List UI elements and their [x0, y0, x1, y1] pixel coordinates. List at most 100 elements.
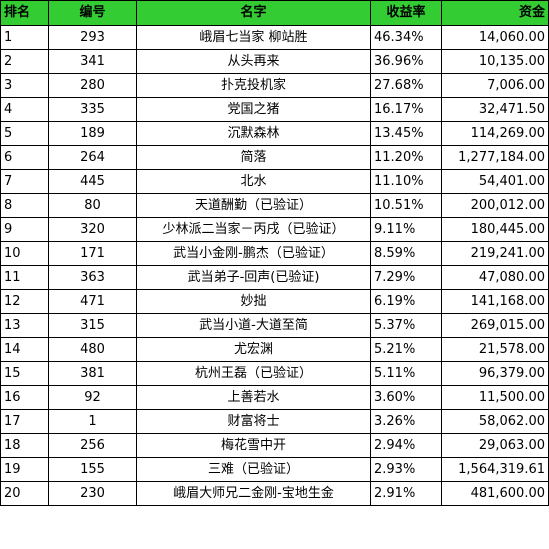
cell-id: 335 — [48, 97, 137, 122]
cell-rank: 4 — [0, 97, 49, 122]
cell-id: 363 — [48, 265, 137, 290]
cell-rate: 16.17% — [370, 97, 442, 122]
cell-rate: 5.21% — [370, 337, 442, 362]
cell-id: 480 — [48, 337, 137, 362]
table-row: 1 293 峨眉七当家 柳站胜 46.34% 14,060.00 — [0, 25, 549, 50]
table-row: 8 80 天道酬勤（已验证） 10.51% 200,012.00 — [0, 193, 549, 218]
cell-rate: 13.45% — [370, 121, 442, 146]
cell-id: 256 — [48, 433, 137, 458]
cell-rank: 5 — [0, 121, 49, 146]
cell-id: 264 — [48, 145, 137, 170]
cell-rate: 5.11% — [370, 361, 442, 386]
cell-name: 北水 — [136, 169, 371, 194]
cell-fund: 180,445.00 — [441, 217, 549, 242]
table-row: 5 189 沉默森林 13.45% 114,269.00 — [0, 121, 549, 146]
cell-id: 280 — [48, 73, 137, 98]
cell-name: 天道酬勤（已验证） — [136, 193, 371, 218]
cell-rate: 11.10% — [370, 169, 442, 194]
cell-fund: 11,500.00 — [441, 385, 549, 410]
cell-rate: 5.37% — [370, 313, 442, 338]
cell-id: 293 — [48, 25, 137, 50]
cell-fund: 54,401.00 — [441, 169, 549, 194]
table-row: 17 1 财富将士 3.26% 58,062.00 — [0, 409, 549, 434]
cell-rate: 11.20% — [370, 145, 442, 170]
cell-rank: 13 — [0, 313, 49, 338]
cell-name: 财富将士 — [136, 409, 371, 434]
header-row: 排名 编号 名字 收益率 资金 — [0, 0, 549, 26]
table-row: 3 280 扑克投机家 27.68% 7,006.00 — [0, 73, 549, 98]
cell-rate: 46.34% — [370, 25, 442, 50]
cell-rate: 27.68% — [370, 73, 442, 98]
cell-id: 471 — [48, 289, 137, 314]
cell-fund: 29,063.00 — [441, 433, 549, 458]
cell-fund: 114,269.00 — [441, 121, 549, 146]
cell-rank: 9 — [0, 217, 49, 242]
cell-fund: 21,578.00 — [441, 337, 549, 362]
cell-id: 341 — [48, 49, 137, 74]
cell-name: 扑克投机家 — [136, 73, 371, 98]
cell-rank: 7 — [0, 169, 49, 194]
table-row: 11 363 武当弟子-回声(已验证) 7.29% 47,080.00 — [0, 265, 549, 290]
cell-rate: 3.26% — [370, 409, 442, 434]
cell-rank: 6 — [0, 145, 49, 170]
cell-rate: 36.96% — [370, 49, 442, 74]
cell-rate: 2.91% — [370, 481, 442, 506]
table-row: 20 230 峨眉大师兄二金刚-宝地生金 2.91% 481,600.00 — [0, 481, 549, 506]
cell-name: 尤宏渊 — [136, 337, 371, 362]
cell-id: 230 — [48, 481, 137, 506]
cell-rank: 8 — [0, 193, 49, 218]
cell-rate: 2.93% — [370, 457, 442, 482]
cell-id: 381 — [48, 361, 137, 386]
cell-fund: 200,012.00 — [441, 193, 549, 218]
cell-rank: 17 — [0, 409, 49, 434]
cell-rank: 18 — [0, 433, 49, 458]
table-row: 2 341 从头再来 36.96% 10,135.00 — [0, 49, 549, 74]
cell-name: 峨眉七当家 柳站胜 — [136, 25, 371, 50]
cell-fund: 14,060.00 — [441, 25, 549, 50]
cell-name: 从头再来 — [136, 49, 371, 74]
cell-rank: 11 — [0, 265, 49, 290]
cell-id: 80 — [48, 193, 137, 218]
cell-name: 少林派二当家－丙戌（已验证） — [136, 217, 371, 242]
cell-name: 妙拙 — [136, 289, 371, 314]
table-row: 18 256 梅花雪中开 2.94% 29,063.00 — [0, 433, 549, 458]
header-name: 名字 — [136, 0, 371, 26]
cell-rate: 8.59% — [370, 241, 442, 266]
cell-name: 三难（已验证） — [136, 457, 371, 482]
cell-name: 上善若水 — [136, 385, 371, 410]
table-row: 16 92 上善若水 3.60% 11,500.00 — [0, 385, 549, 410]
header-rank: 排名 — [0, 0, 49, 26]
cell-rank: 15 — [0, 361, 49, 386]
cell-fund: 1,277,184.00 — [441, 145, 549, 170]
cell-rank: 20 — [0, 481, 49, 506]
cell-fund: 141,168.00 — [441, 289, 549, 314]
table-row: 15 381 杭州王磊（已验证） 5.11% 96,379.00 — [0, 361, 549, 386]
cell-fund: 219,241.00 — [441, 241, 549, 266]
header-fund: 资金 — [441, 0, 549, 26]
cell-fund: 10,135.00 — [441, 49, 549, 74]
cell-rate: 9.11% — [370, 217, 442, 242]
cell-fund: 32,471.50 — [441, 97, 549, 122]
cell-name: 沉默森林 — [136, 121, 371, 146]
table-row: 7 445 北水 11.10% 54,401.00 — [0, 169, 549, 194]
cell-rank: 12 — [0, 289, 49, 314]
cell-fund: 269,015.00 — [441, 313, 549, 338]
cell-name: 武当小金刚-鹏杰（已验证） — [136, 241, 371, 266]
table-row: 6 264 简落 11.20% 1,277,184.00 — [0, 145, 549, 170]
cell-id: 155 — [48, 457, 137, 482]
cell-rank: 2 — [0, 49, 49, 74]
cell-rank: 19 — [0, 457, 49, 482]
ranking-table: 排名 编号 名字 收益率 资金 1 293 峨眉七当家 柳站胜 46.34% 14,06… — [0, 0, 549, 506]
cell-name: 杭州王磊（已验证） — [136, 361, 371, 386]
cell-name: 武当弟子-回声(已验证) — [136, 265, 371, 290]
cell-id: 445 — [48, 169, 137, 194]
header-rate: 收益率 — [370, 0, 442, 26]
cell-name: 峨眉大师兄二金刚-宝地生金 — [136, 481, 371, 506]
table-row: 19 155 三难（已验证） 2.93% 1,564,319.61 — [0, 457, 549, 482]
table-row: 14 480 尤宏渊 5.21% 21,578.00 — [0, 337, 549, 362]
cell-name: 武当小道-大道至简 — [136, 313, 371, 338]
cell-fund: 1,564,319.61 — [441, 457, 549, 482]
table-body: 1 293 峨眉七当家 柳站胜 46.34% 14,060.00 2 341 从头再来 36.9… — [0, 25, 549, 506]
cell-rank: 10 — [0, 241, 49, 266]
cell-rate: 7.29% — [370, 265, 442, 290]
